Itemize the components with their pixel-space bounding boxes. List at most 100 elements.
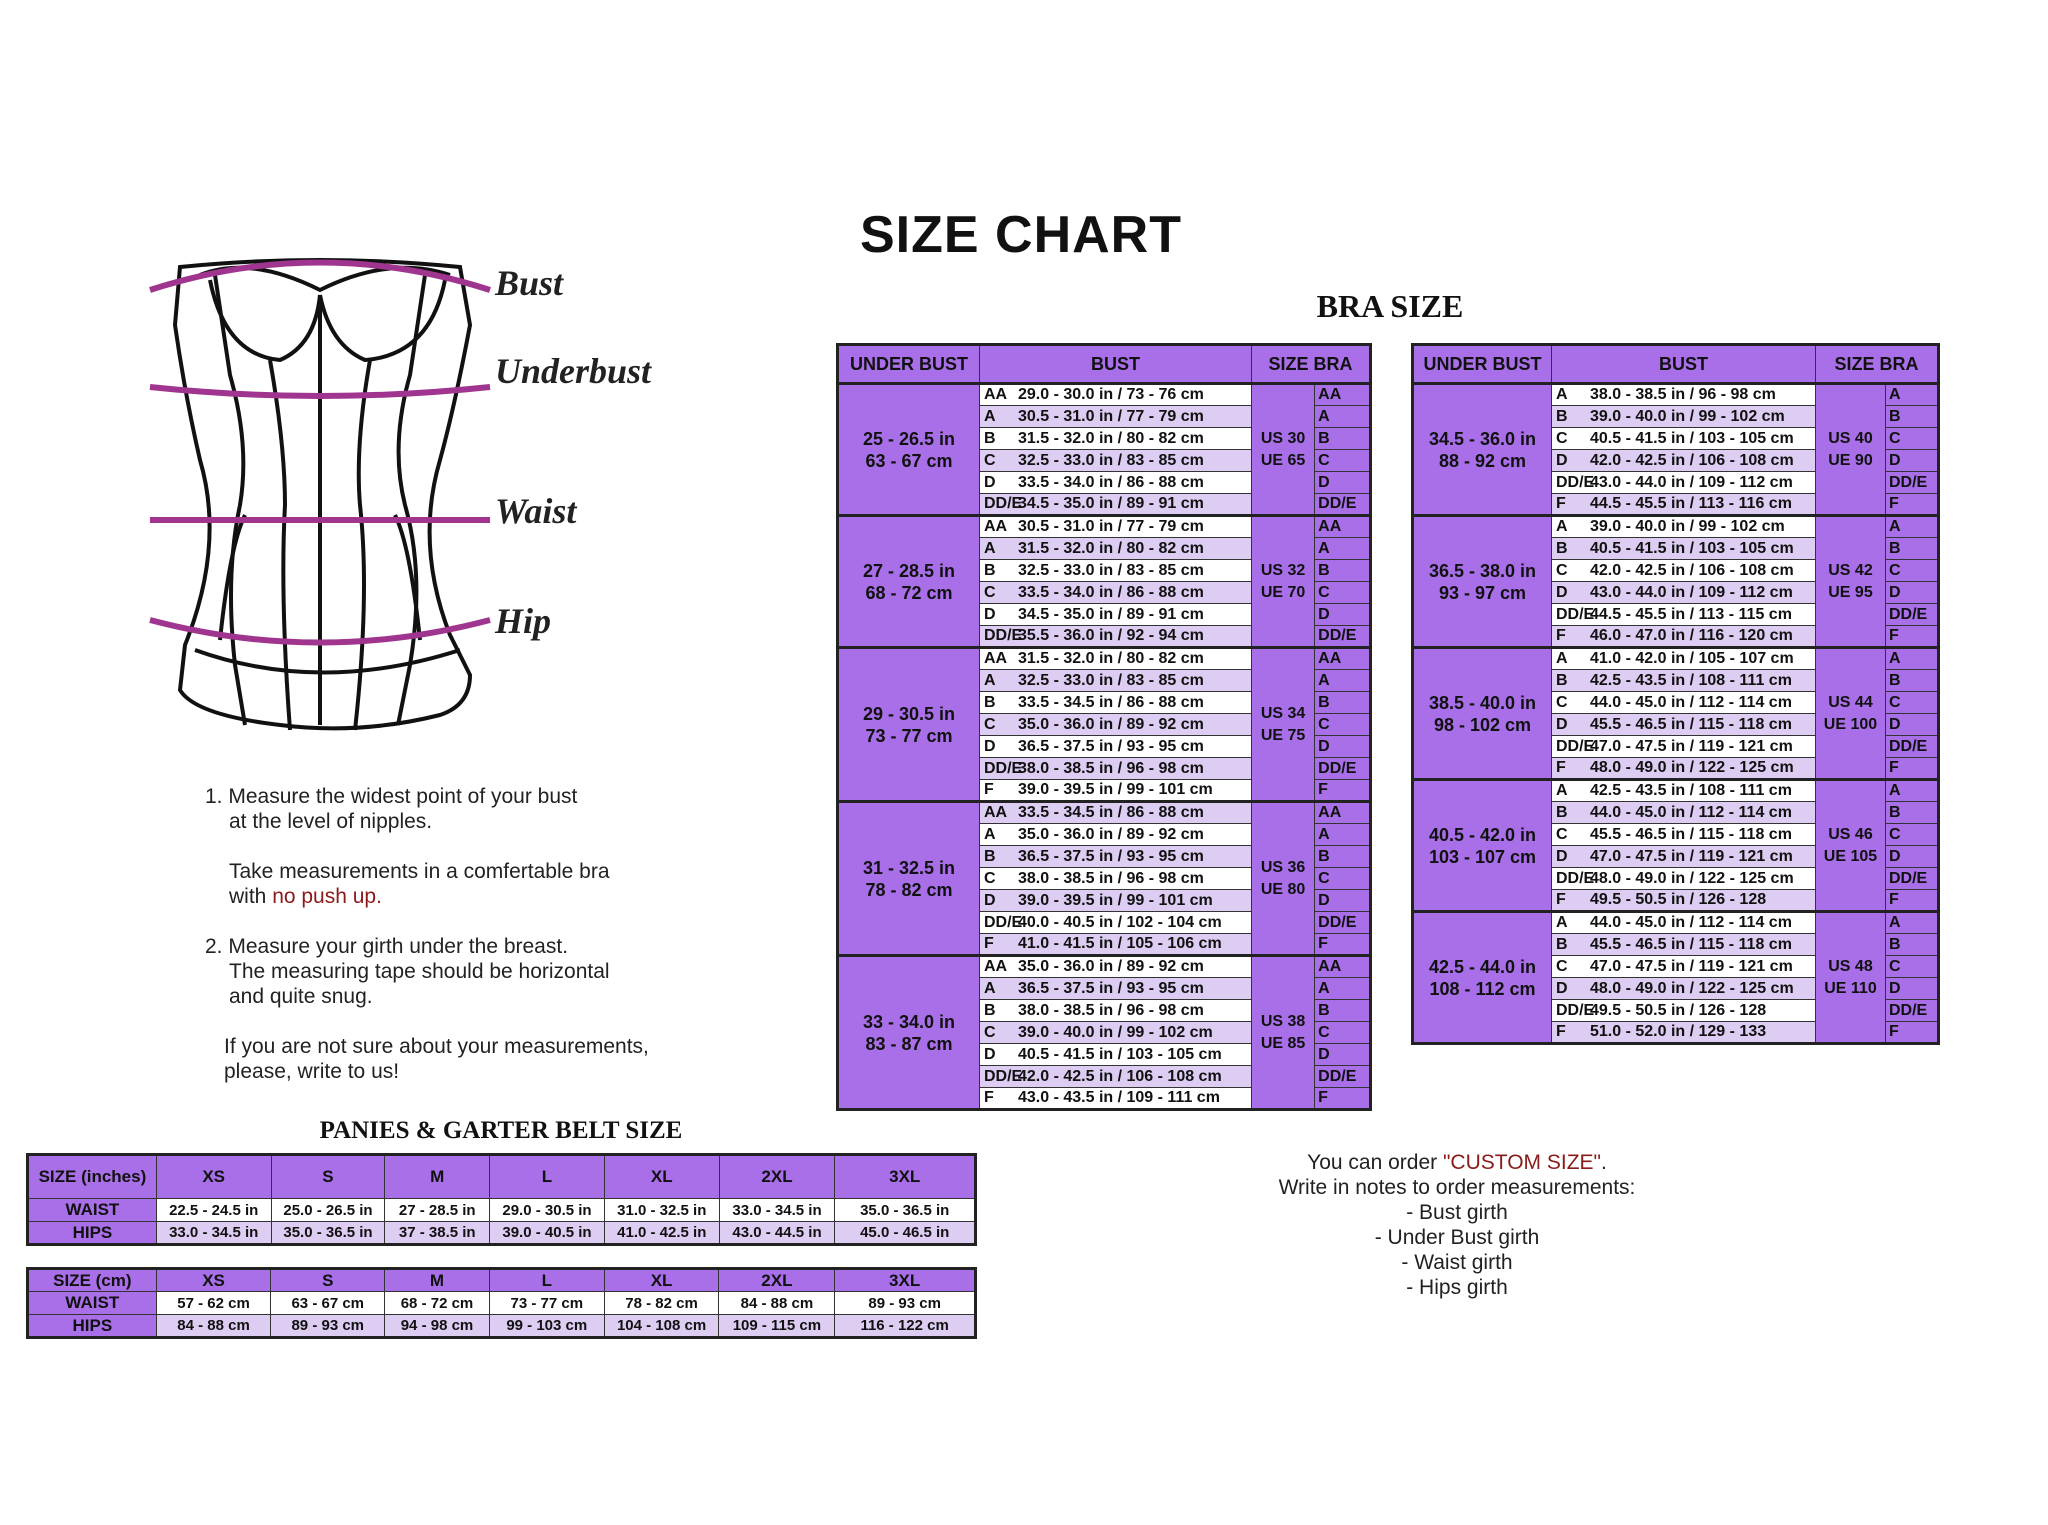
bust-cell: B 36.5 - 37.5 in / 93 - 95 cm bbox=[979, 845, 1252, 868]
under-bust-range: 42.5 - 44.0 in 108 - 112 cm bbox=[1412, 910, 1552, 1044]
table-row: D 48.0 - 49.0 in / 122 - 125 cm D bbox=[1413, 977, 1940, 1000]
table-row: C 39.0 - 40.0 in / 99 - 102 cm C bbox=[838, 1021, 1371, 1044]
measure-instructions: 1. Measure the widest point of your bust… bbox=[205, 784, 649, 1109]
bust-range: 30.5 - 31.0 in / 77 - 79 cm bbox=[1018, 518, 1204, 535]
table-row: B 33.5 - 34.5 in / 86 - 88 cm B bbox=[838, 691, 1371, 714]
bust-range: 48.0 - 49.0 in / 122 - 125 cm bbox=[1590, 759, 1794, 776]
bust-cell: F 51.0 - 52.0 in / 129 - 133 bbox=[1551, 1021, 1816, 1044]
bust-range: 29.0 - 30.0 in / 73 - 76 cm bbox=[1018, 386, 1204, 403]
table-row: DD/E35.5 - 36.0 in / 92 - 94 cm DD/E bbox=[838, 625, 1371, 648]
bust-range: 35.0 - 36.0 in / 89 - 92 cm bbox=[1018, 825, 1204, 843]
table-row: D 33.5 - 34.0 in / 86 - 88 cm D bbox=[838, 471, 1371, 494]
bust-range: 43.0 - 44.0 in / 109 - 112 cm bbox=[1590, 473, 1793, 491]
bust-range: 42.0 - 42.5 in / 106 - 108 cm bbox=[1018, 1067, 1222, 1085]
cup-size: C bbox=[1884, 691, 1940, 714]
bust-range: 39.0 - 40.0 in / 99 - 102 cm bbox=[1590, 518, 1785, 535]
cup-label: A bbox=[1556, 914, 1568, 931]
header-row: SIZE (inches) XS S M L XL 2XL 3XL bbox=[27, 1154, 976, 1199]
table-row: 27 - 28.5 in 68 - 72 cm AA 30.5 - 31.0 in /… bbox=[837, 514, 1371, 648]
cup-label: B bbox=[1556, 539, 1568, 557]
under-bust-range: 27 - 28.5 in 68 - 72 cm bbox=[837, 514, 980, 648]
ue-size: UE 80 bbox=[1260, 880, 1306, 898]
bust-range: 45.5 - 46.5 in / 115 - 118 cm bbox=[1590, 715, 1792, 733]
cup-label: A bbox=[984, 539, 996, 557]
under-bust-inches: 40.5 - 42.0 in bbox=[1428, 824, 1537, 845]
bust-cell: F 44.5 - 45.5 in / 113 - 116 cm bbox=[1551, 493, 1816, 516]
table-row: 38.5 - 40.0 in 98 - 102 cm A 41.0 - 42.0 in… bbox=[1412, 646, 1940, 780]
bust-cell: D 47.0 - 47.5 in / 119 - 121 cm bbox=[1551, 845, 1816, 868]
size-header: 3XL bbox=[834, 1268, 976, 1292]
bust-cell: A 42.5 - 43.5 in / 108 - 111 cm bbox=[1551, 778, 1816, 802]
ue-size: UE 95 bbox=[1828, 583, 1873, 601]
cup-label: D bbox=[1556, 715, 1568, 733]
cup-size: C bbox=[1884, 559, 1940, 582]
under-bust-cm: 83 - 87 cm bbox=[865, 1033, 953, 1054]
bust-cell: B 33.5 - 34.5 in / 86 - 88 cm bbox=[979, 691, 1252, 714]
bust-cell: A 41.0 - 42.0 in / 105 - 107 cm bbox=[1551, 646, 1816, 670]
cup-label: D bbox=[984, 737, 996, 755]
bust-range: 44.0 - 45.0 in / 112 - 114 cm bbox=[1590, 693, 1792, 711]
size-header: XS bbox=[155, 1268, 272, 1292]
ue-size: UE 85 bbox=[1260, 1034, 1306, 1052]
cup-label: B bbox=[984, 1001, 996, 1019]
header-row: UNDER BUST BUST SIZE BRA bbox=[837, 344, 1371, 385]
size-value: 33.0 - 34.5 in bbox=[155, 1221, 272, 1245]
bust-cell: C 35.0 - 36.0 in / 89 - 92 cm bbox=[979, 713, 1252, 736]
cup-label: F bbox=[1556, 495, 1566, 512]
bust-range: 34.5 - 35.0 in / 89 - 91 cm bbox=[1018, 495, 1204, 512]
cup-size: A bbox=[1314, 537, 1371, 560]
table-row: A 35.0 - 36.0 in / 89 - 92 cm A bbox=[838, 823, 1371, 846]
bust-cell: B 42.5 - 43.5 in / 108 - 111 cm bbox=[1551, 669, 1816, 692]
table-row: WAIST 57 - 62 cm 63 - 67 cm 68 - 72 cm 73 - … bbox=[27, 1291, 976, 1315]
cup-size: F bbox=[1314, 933, 1371, 956]
bust-cell: DD/E43.0 - 44.0 in / 109 - 112 cm bbox=[1551, 471, 1816, 494]
under-bust-range: 38.5 - 40.0 in 98 - 102 cm bbox=[1412, 646, 1552, 780]
table-row: HIPS 33.0 - 34.5 in 35.0 - 36.5 in 37 - 38.… bbox=[27, 1221, 976, 1245]
cup-size: AA bbox=[1314, 800, 1371, 824]
table-row: 36.5 - 38.0 in 93 - 97 cm A 39.0 - 40.0 in … bbox=[1412, 514, 1940, 648]
us-size: US 38 bbox=[1260, 1012, 1306, 1030]
ue-size: UE 100 bbox=[1823, 715, 1878, 733]
custom-instructions: Write in notes to order measurements: bbox=[1278, 1176, 1636, 1199]
bust-cell: F 48.0 - 49.0 in / 122 - 125 cm bbox=[1551, 757, 1816, 780]
bust-cell: A 44.0 - 45.0 in / 112 - 114 cm bbox=[1551, 910, 1816, 934]
cup-label: B bbox=[984, 847, 996, 865]
custom-item: - Waist girth bbox=[1401, 1251, 1513, 1274]
bust-cell: D 45.5 - 46.5 in / 115 - 118 cm bbox=[1551, 713, 1816, 736]
cup-size: A bbox=[1314, 669, 1371, 692]
table-row: C 38.0 - 38.5 in / 96 - 98 cm C bbox=[838, 867, 1371, 890]
bust-range: 32.5 - 33.0 in / 83 - 85 cm bbox=[1018, 451, 1204, 469]
cup-size: D bbox=[1314, 471, 1371, 494]
band-size: US 46 UE 105 bbox=[1815, 778, 1886, 912]
table-row: 40.5 - 42.0 in 103 - 107 cm A 42.5 - 43.5 i… bbox=[1412, 778, 1940, 912]
size-header: XS bbox=[155, 1154, 272, 1199]
size-header: S bbox=[270, 1268, 386, 1292]
bust-cell: D 36.5 - 37.5 in / 93 - 95 cm bbox=[979, 735, 1252, 758]
bust-cell: D 39.0 - 39.5 in / 99 - 101 cm bbox=[979, 889, 1252, 912]
size-value: 39.0 - 40.5 in bbox=[489, 1221, 605, 1245]
size-header: S bbox=[270, 1154, 386, 1199]
bust-cell: F 41.0 - 41.5 in / 105 - 106 cm bbox=[979, 933, 1252, 956]
cup-label: A bbox=[1556, 650, 1568, 667]
cup-label: AA bbox=[984, 386, 1008, 403]
cup-size: D bbox=[1884, 449, 1940, 472]
us-size: US 34 bbox=[1260, 704, 1306, 722]
cup-size: C bbox=[1884, 823, 1940, 846]
cup-size: A bbox=[1314, 823, 1371, 846]
header-row: SIZE (cm) XS S M L XL 2XL 3XL bbox=[27, 1268, 976, 1292]
bust-cell: A 36.5 - 37.5 in / 93 - 95 cm bbox=[979, 977, 1252, 1000]
under-bust-cm: 88 - 92 cm bbox=[1438, 450, 1527, 471]
row-label: HIPS bbox=[27, 1221, 157, 1245]
cup-size: C bbox=[1314, 1021, 1371, 1044]
cup-size: AA bbox=[1314, 514, 1371, 538]
cup-label: B bbox=[984, 429, 996, 447]
under-bust-inches: 38.5 - 40.0 in bbox=[1428, 692, 1537, 713]
size-header: M bbox=[384, 1154, 491, 1199]
table-row: D 43.0 - 44.0 in / 109 - 112 cm D bbox=[1413, 581, 1940, 604]
bust-range: 42.0 - 42.5 in / 106 - 108 cm bbox=[1590, 561, 1794, 579]
custom-size-highlight: "CUSTOM SIZE" bbox=[1442, 1151, 1602, 1174]
table-row: B 38.0 - 38.5 in / 96 - 98 cm B bbox=[838, 999, 1371, 1022]
under-bust-range: 29 - 30.5 in 73 - 77 cm bbox=[837, 646, 980, 802]
bust-range: 33.5 - 34.0 in / 86 - 88 cm bbox=[1018, 583, 1204, 601]
cup-size: D bbox=[1884, 845, 1940, 868]
